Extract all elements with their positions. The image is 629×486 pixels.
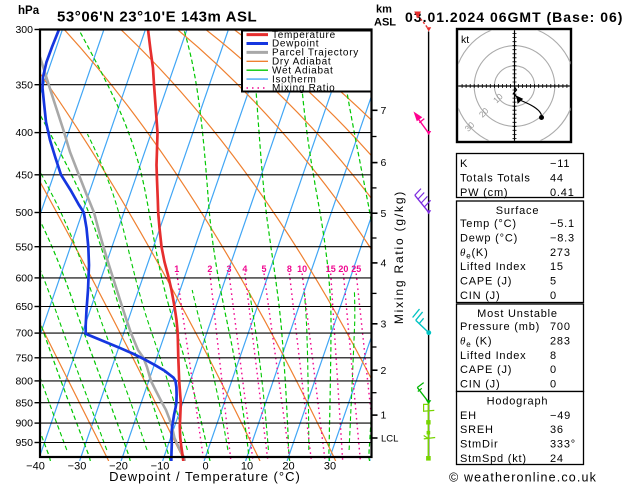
svg-text:Parcel Trajectory: Parcel Trajectory bbox=[272, 48, 359, 59]
svg-text:PW (cm): PW (cm) bbox=[460, 187, 508, 199]
svg-text:650: 650 bbox=[15, 301, 33, 313]
svg-text:8: 8 bbox=[550, 350, 557, 362]
svg-text:25: 25 bbox=[351, 264, 361, 274]
svg-text:750: 750 bbox=[15, 352, 33, 364]
svg-text:Isotherm: Isotherm bbox=[272, 74, 317, 85]
svg-text:900: 900 bbox=[15, 418, 33, 430]
svg-text:273: 273 bbox=[550, 247, 571, 259]
svg-text:Lifted Index: Lifted Index bbox=[460, 350, 526, 362]
svg-text:850: 850 bbox=[15, 397, 33, 409]
svg-text:550: 550 bbox=[15, 241, 33, 253]
svg-text:0: 0 bbox=[202, 461, 208, 473]
svg-text:333°: 333° bbox=[550, 439, 576, 451]
svg-text:CIN (J): CIN (J) bbox=[460, 379, 500, 391]
svg-text:2: 2 bbox=[381, 365, 387, 377]
svg-text:CAPE (J): CAPE (J) bbox=[460, 276, 512, 288]
svg-text:EH: EH bbox=[460, 410, 477, 422]
svg-text:10: 10 bbox=[297, 264, 307, 274]
svg-text:20: 20 bbox=[338, 264, 348, 274]
svg-text:−11: −11 bbox=[550, 158, 570, 170]
svg-text:CAPE (J): CAPE (J) bbox=[460, 364, 512, 376]
svg-text:1: 1 bbox=[174, 264, 179, 274]
svg-text:km: km bbox=[376, 4, 392, 16]
svg-text:SREH: SREH bbox=[460, 424, 494, 436]
svg-text:Lifted Index: Lifted Index bbox=[460, 261, 526, 273]
svg-text:24: 24 bbox=[550, 453, 564, 465]
svg-text:StmDir: StmDir bbox=[460, 439, 498, 451]
svg-text:Dewpoint: Dewpoint bbox=[272, 39, 319, 50]
svg-text:4: 4 bbox=[242, 264, 247, 274]
svg-text:Surface: Surface bbox=[496, 205, 540, 217]
svg-text:2: 2 bbox=[207, 264, 212, 274]
svg-text:3: 3 bbox=[381, 318, 387, 330]
svg-text:−40: −40 bbox=[26, 461, 45, 473]
svg-text:400: 400 bbox=[15, 127, 33, 139]
svg-text:7: 7 bbox=[381, 105, 387, 117]
svg-text:1: 1 bbox=[381, 410, 387, 422]
svg-text:Mixing Ratio: Mixing Ratio bbox=[272, 83, 335, 94]
svg-text:350: 350 bbox=[15, 79, 33, 91]
svg-text:6: 6 bbox=[381, 157, 387, 169]
svg-text:53°06'N 23°10'E 143m ASL: 53°06'N 23°10'E 143m ASL bbox=[57, 9, 257, 26]
svg-text:0: 0 bbox=[550, 290, 557, 302]
svg-text:5: 5 bbox=[550, 276, 557, 288]
svg-text:kt: kt bbox=[461, 34, 469, 46]
svg-text:500: 500 bbox=[15, 207, 33, 219]
svg-text:Totals Totals: Totals Totals bbox=[460, 172, 531, 184]
svg-text:Dry Adiabat: Dry Adiabat bbox=[272, 57, 331, 68]
svg-text:10: 10 bbox=[241, 461, 253, 473]
svg-text:15: 15 bbox=[550, 261, 564, 273]
svg-text:03.01.2024 06GMT (Base: 06): 03.01.2024 06GMT (Base: 06) bbox=[405, 9, 623, 25]
svg-text:© weatheronline.co.uk: © weatheronline.co.uk bbox=[449, 471, 597, 485]
svg-text:36: 36 bbox=[550, 424, 564, 436]
svg-text:700: 700 bbox=[550, 321, 571, 333]
svg-text:8: 8 bbox=[287, 264, 292, 274]
svg-text:4: 4 bbox=[381, 258, 387, 270]
svg-text:3: 3 bbox=[226, 264, 231, 274]
svg-text:−30: −30 bbox=[68, 461, 87, 473]
svg-text:θe(K): θe(K) bbox=[460, 247, 489, 260]
svg-text:30: 30 bbox=[324, 461, 336, 473]
svg-text:Temp (°C): Temp (°C) bbox=[460, 218, 517, 230]
svg-text:−10: −10 bbox=[151, 461, 170, 473]
svg-text:5: 5 bbox=[261, 264, 266, 274]
svg-text:−8.3: −8.3 bbox=[550, 232, 575, 244]
svg-text:StmSpd (kt): StmSpd (kt) bbox=[460, 453, 527, 465]
svg-text:0: 0 bbox=[550, 364, 557, 376]
svg-text:CIN (J): CIN (J) bbox=[460, 290, 500, 302]
svg-text:hPa: hPa bbox=[18, 5, 40, 17]
svg-text:700: 700 bbox=[15, 328, 33, 340]
svg-text:15: 15 bbox=[326, 264, 336, 274]
svg-text:Temperature: Temperature bbox=[272, 30, 336, 41]
svg-text:20: 20 bbox=[282, 461, 294, 473]
svg-text:Mixing Ratio (g/kg): Mixing Ratio (g/kg) bbox=[392, 190, 406, 324]
svg-text:0: 0 bbox=[550, 379, 557, 391]
svg-text:800: 800 bbox=[15, 376, 33, 388]
svg-text:600: 600 bbox=[15, 273, 33, 285]
svg-text:5: 5 bbox=[381, 208, 387, 220]
svg-text:ASL: ASL bbox=[374, 17, 396, 29]
svg-text:44: 44 bbox=[550, 172, 564, 184]
svg-text:K: K bbox=[460, 158, 468, 170]
svg-text:Dewp (°C): Dewp (°C) bbox=[460, 232, 518, 244]
svg-text:−5.1: −5.1 bbox=[550, 218, 575, 230]
svg-text:−49: −49 bbox=[550, 410, 571, 422]
svg-text:−20: −20 bbox=[109, 461, 128, 473]
svg-text:LCL: LCL bbox=[381, 434, 398, 445]
svg-text:Most Unstable: Most Unstable bbox=[477, 308, 558, 320]
svg-text:450: 450 bbox=[15, 169, 33, 181]
svg-text:Dewpoint / Temperature (°C): Dewpoint / Temperature (°C) bbox=[109, 469, 301, 484]
svg-text:0.41: 0.41 bbox=[550, 187, 575, 199]
svg-text:Pressure (mb): Pressure (mb) bbox=[460, 321, 540, 333]
svg-text:θe (K): θe (K) bbox=[460, 335, 492, 349]
svg-text:Wet Adiabat: Wet Adiabat bbox=[272, 65, 333, 76]
svg-text:950: 950 bbox=[15, 437, 33, 449]
svg-text:Hodograph: Hodograph bbox=[487, 396, 549, 408]
svg-text:300: 300 bbox=[15, 24, 33, 36]
svg-text:283: 283 bbox=[550, 335, 571, 347]
